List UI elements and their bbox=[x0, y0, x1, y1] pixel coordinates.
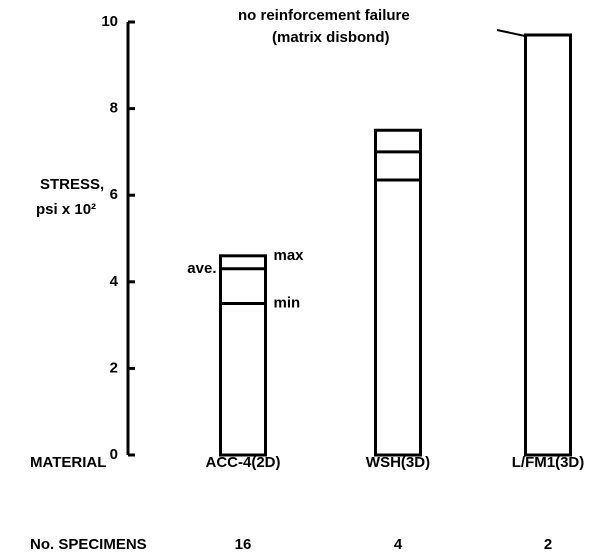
row-label: No. SPECIMENS bbox=[30, 536, 147, 553]
y-tick-label: 2 bbox=[110, 359, 118, 376]
annotation: min bbox=[274, 294, 301, 311]
bar bbox=[524, 33, 572, 457]
annotation: max bbox=[274, 247, 305, 264]
bar bbox=[219, 254, 267, 457]
y-tick-label: 0 bbox=[110, 446, 118, 463]
y-tick-label: 4 bbox=[110, 273, 119, 290]
y-tick-label: 10 bbox=[101, 13, 118, 30]
specimen-count: 2 bbox=[544, 536, 552, 553]
row-label: MATERIAL bbox=[30, 454, 106, 471]
annotation: no reinforcement failure bbox=[238, 7, 410, 24]
annotation: (matrix disbond) bbox=[272, 29, 390, 46]
y-axis-label: STRESS, bbox=[40, 176, 104, 193]
leader-line bbox=[496, 29, 526, 37]
x-tick-label: L/FM1(3D) bbox=[512, 454, 585, 471]
specimen-count: 16 bbox=[235, 536, 252, 553]
annotation: ave. bbox=[187, 260, 216, 277]
y-axis-label: psi x 10² bbox=[36, 201, 96, 218]
y-tick-label: 6 bbox=[110, 186, 118, 203]
y-tick-label: 8 bbox=[110, 100, 118, 117]
x-tick-label: WSH(3D) bbox=[366, 454, 430, 471]
specimen-count: 4 bbox=[394, 536, 403, 553]
x-tick-label: ACC-4(2D) bbox=[206, 454, 281, 471]
bar bbox=[374, 128, 422, 457]
